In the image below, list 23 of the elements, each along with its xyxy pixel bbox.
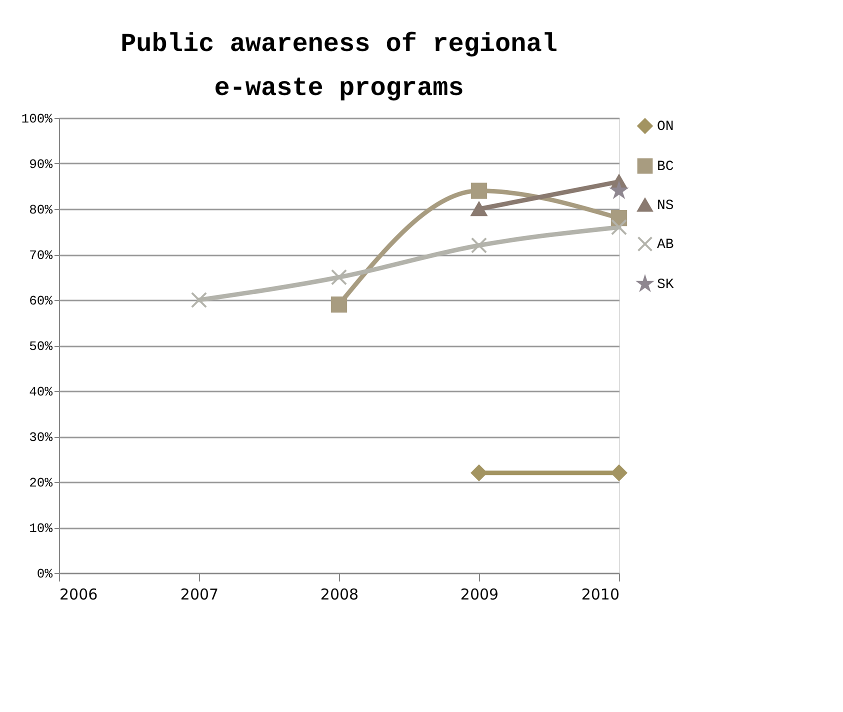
y-tick-label: 20%	[29, 476, 53, 490]
y-tick-label: 50%	[29, 339, 53, 354]
legend-label: NS	[657, 198, 674, 214]
y-tick-label: 0%	[36, 566, 53, 582]
legend-label: ON	[657, 119, 674, 135]
x-tick-label: 2008	[320, 586, 359, 604]
x-tick-label: 2009	[460, 586, 499, 604]
legend-label: SK	[657, 277, 674, 293]
y-tick-label: 100%	[21, 112, 53, 126]
x-tick-label: 2010	[581, 586, 620, 604]
y-tick-label: 60%	[29, 294, 53, 308]
text: e-waste programs	[214, 73, 464, 103]
y-tick-label: 30%	[29, 430, 53, 445]
x-tick-label: 2007	[180, 586, 219, 604]
legend-label: BC	[657, 159, 674, 175]
y-tick-label: 40%	[29, 384, 53, 400]
text: Public awareness of regional	[120, 29, 558, 59]
legend-label: AB	[657, 237, 674, 253]
x-tick-label: 2006	[60, 586, 98, 604]
y-tick-label: 80%	[29, 202, 53, 218]
y-tick-label: 90%	[29, 157, 53, 172]
y-tick-label: 70%	[29, 248, 53, 263]
y-tick-label: 10%	[29, 521, 53, 536]
